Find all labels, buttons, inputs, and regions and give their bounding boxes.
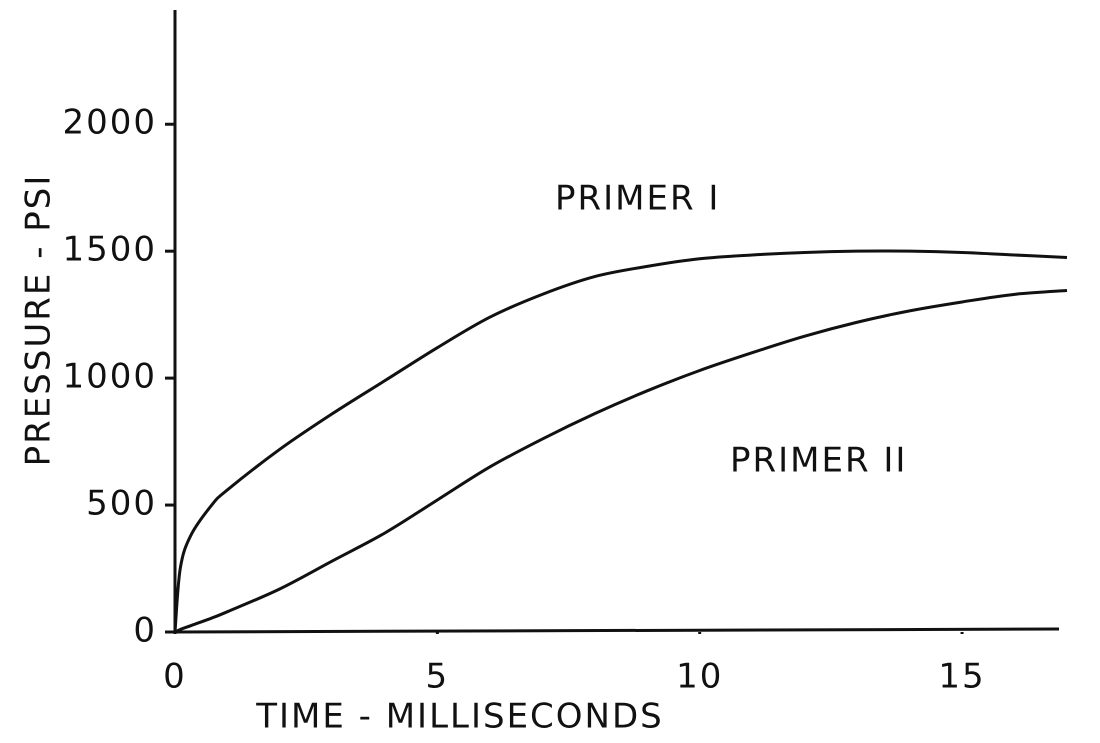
y-tick-label: 2000 (62, 103, 157, 143)
x-axis (174, 627, 1060, 634)
y-tick-label: 1000 (62, 357, 157, 397)
x-tick-label: 15 (938, 657, 985, 697)
series-label: PRIMER I (555, 179, 720, 219)
x-tick-label: 10 (676, 657, 723, 697)
series-line (174, 289, 1068, 634)
x-axis-label: TIME - MILLISECONDS (255, 697, 664, 737)
y-axis-label: PRESSURE - PSI (19, 174, 59, 467)
x-tick-label: 0 (163, 657, 187, 697)
y-tick-label: 500 (86, 484, 157, 524)
x-tick-label: 5 (426, 657, 450, 697)
series-label: PRIMER II (730, 441, 907, 481)
y-tick-label: 0 (133, 611, 157, 651)
y-tick-label: 1500 (62, 230, 157, 270)
series-line (173, 249, 1068, 633)
